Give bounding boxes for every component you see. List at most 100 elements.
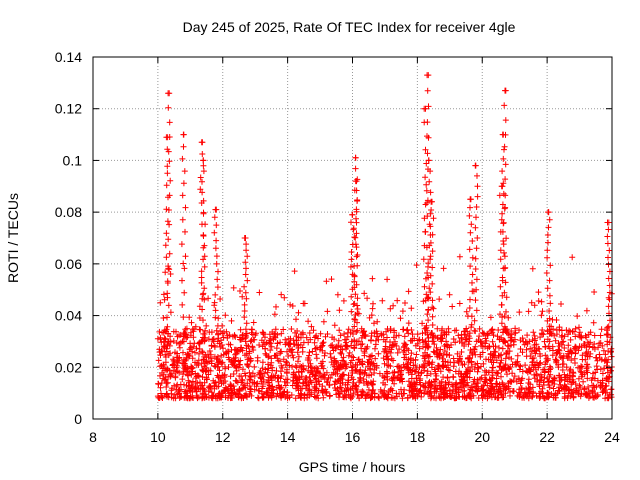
data-point xyxy=(234,379,241,386)
data-point xyxy=(215,330,222,337)
data-point xyxy=(472,266,479,272)
data-point xyxy=(544,232,551,238)
data-point xyxy=(236,361,243,368)
data-point xyxy=(467,229,474,236)
data-point xyxy=(249,379,256,386)
data-point xyxy=(436,296,443,303)
data-point xyxy=(201,331,208,337)
data-point xyxy=(213,237,220,244)
data-point xyxy=(197,326,204,333)
data-point xyxy=(493,369,500,376)
data-point xyxy=(320,394,327,401)
data-point xyxy=(468,221,475,228)
data-point xyxy=(440,352,447,358)
data-point xyxy=(605,219,612,226)
data-point xyxy=(479,349,486,356)
data-point xyxy=(421,363,428,370)
data-point xyxy=(429,198,435,205)
data-point xyxy=(258,378,265,385)
data-point xyxy=(242,271,249,278)
data-point xyxy=(362,331,369,338)
data-point xyxy=(574,313,581,320)
data-point xyxy=(353,244,360,251)
data-point xyxy=(159,393,166,400)
data-point xyxy=(572,350,579,357)
data-point xyxy=(425,338,432,345)
data-point xyxy=(272,331,279,338)
data-point xyxy=(348,338,355,345)
data-point xyxy=(273,393,280,400)
data-point xyxy=(588,377,595,384)
data-point xyxy=(473,214,479,221)
data-point xyxy=(177,393,184,400)
data-point xyxy=(218,352,225,359)
data-point xyxy=(499,292,506,299)
data-point xyxy=(441,389,448,396)
data-point xyxy=(575,347,582,354)
data-point xyxy=(164,163,171,170)
data-point xyxy=(471,348,478,355)
data-point xyxy=(502,192,509,199)
data-point xyxy=(331,355,338,362)
data-point xyxy=(604,332,610,338)
data-point xyxy=(589,344,596,351)
data-point xyxy=(501,253,508,260)
data-point xyxy=(466,374,473,381)
data-point xyxy=(220,351,227,358)
data-point xyxy=(317,330,324,337)
data-point xyxy=(572,343,579,350)
data-point xyxy=(280,391,287,398)
data-point xyxy=(248,329,255,336)
data-point xyxy=(473,204,480,210)
data-point xyxy=(501,249,507,256)
data-point xyxy=(579,363,586,370)
data-point xyxy=(267,347,274,354)
data-point xyxy=(278,362,285,369)
data-point xyxy=(278,330,285,337)
data-point xyxy=(241,370,248,377)
data-point xyxy=(339,346,346,353)
data-point xyxy=(550,347,556,354)
data-point xyxy=(544,247,551,254)
data-point xyxy=(352,154,359,161)
data-point xyxy=(203,322,210,329)
data-point xyxy=(245,355,252,361)
data-point xyxy=(520,338,527,345)
data-point xyxy=(259,383,266,390)
data-point xyxy=(403,351,409,358)
data-point xyxy=(376,395,382,402)
data-point xyxy=(198,279,205,286)
data-point xyxy=(200,232,207,238)
data-point xyxy=(341,388,348,394)
x-tick-label: 20 xyxy=(474,429,490,445)
data-point xyxy=(187,332,194,339)
data-point xyxy=(390,341,397,348)
data-point xyxy=(423,291,430,298)
data-point xyxy=(397,315,404,322)
data-point xyxy=(604,233,611,240)
y-tick-label: 0.1 xyxy=(63,152,83,168)
data-point xyxy=(298,394,305,401)
data-point xyxy=(303,334,310,341)
data-point xyxy=(213,260,220,267)
data-point xyxy=(242,338,249,345)
data-point xyxy=(416,388,423,394)
data-point xyxy=(189,355,196,362)
data-point xyxy=(166,250,173,257)
data-point xyxy=(278,291,285,298)
data-point xyxy=(398,367,405,374)
data-point xyxy=(351,234,358,241)
data-point xyxy=(294,349,301,356)
data-point xyxy=(166,342,173,349)
data-point xyxy=(211,214,218,221)
data-point xyxy=(421,283,428,290)
data-point xyxy=(559,361,566,368)
data-point xyxy=(193,392,200,399)
data-point xyxy=(601,365,608,372)
data-point xyxy=(546,308,553,314)
data-point xyxy=(576,324,582,331)
data-point xyxy=(285,353,292,359)
data-point xyxy=(323,369,330,376)
data-point xyxy=(225,348,232,355)
data-point xyxy=(463,368,470,375)
